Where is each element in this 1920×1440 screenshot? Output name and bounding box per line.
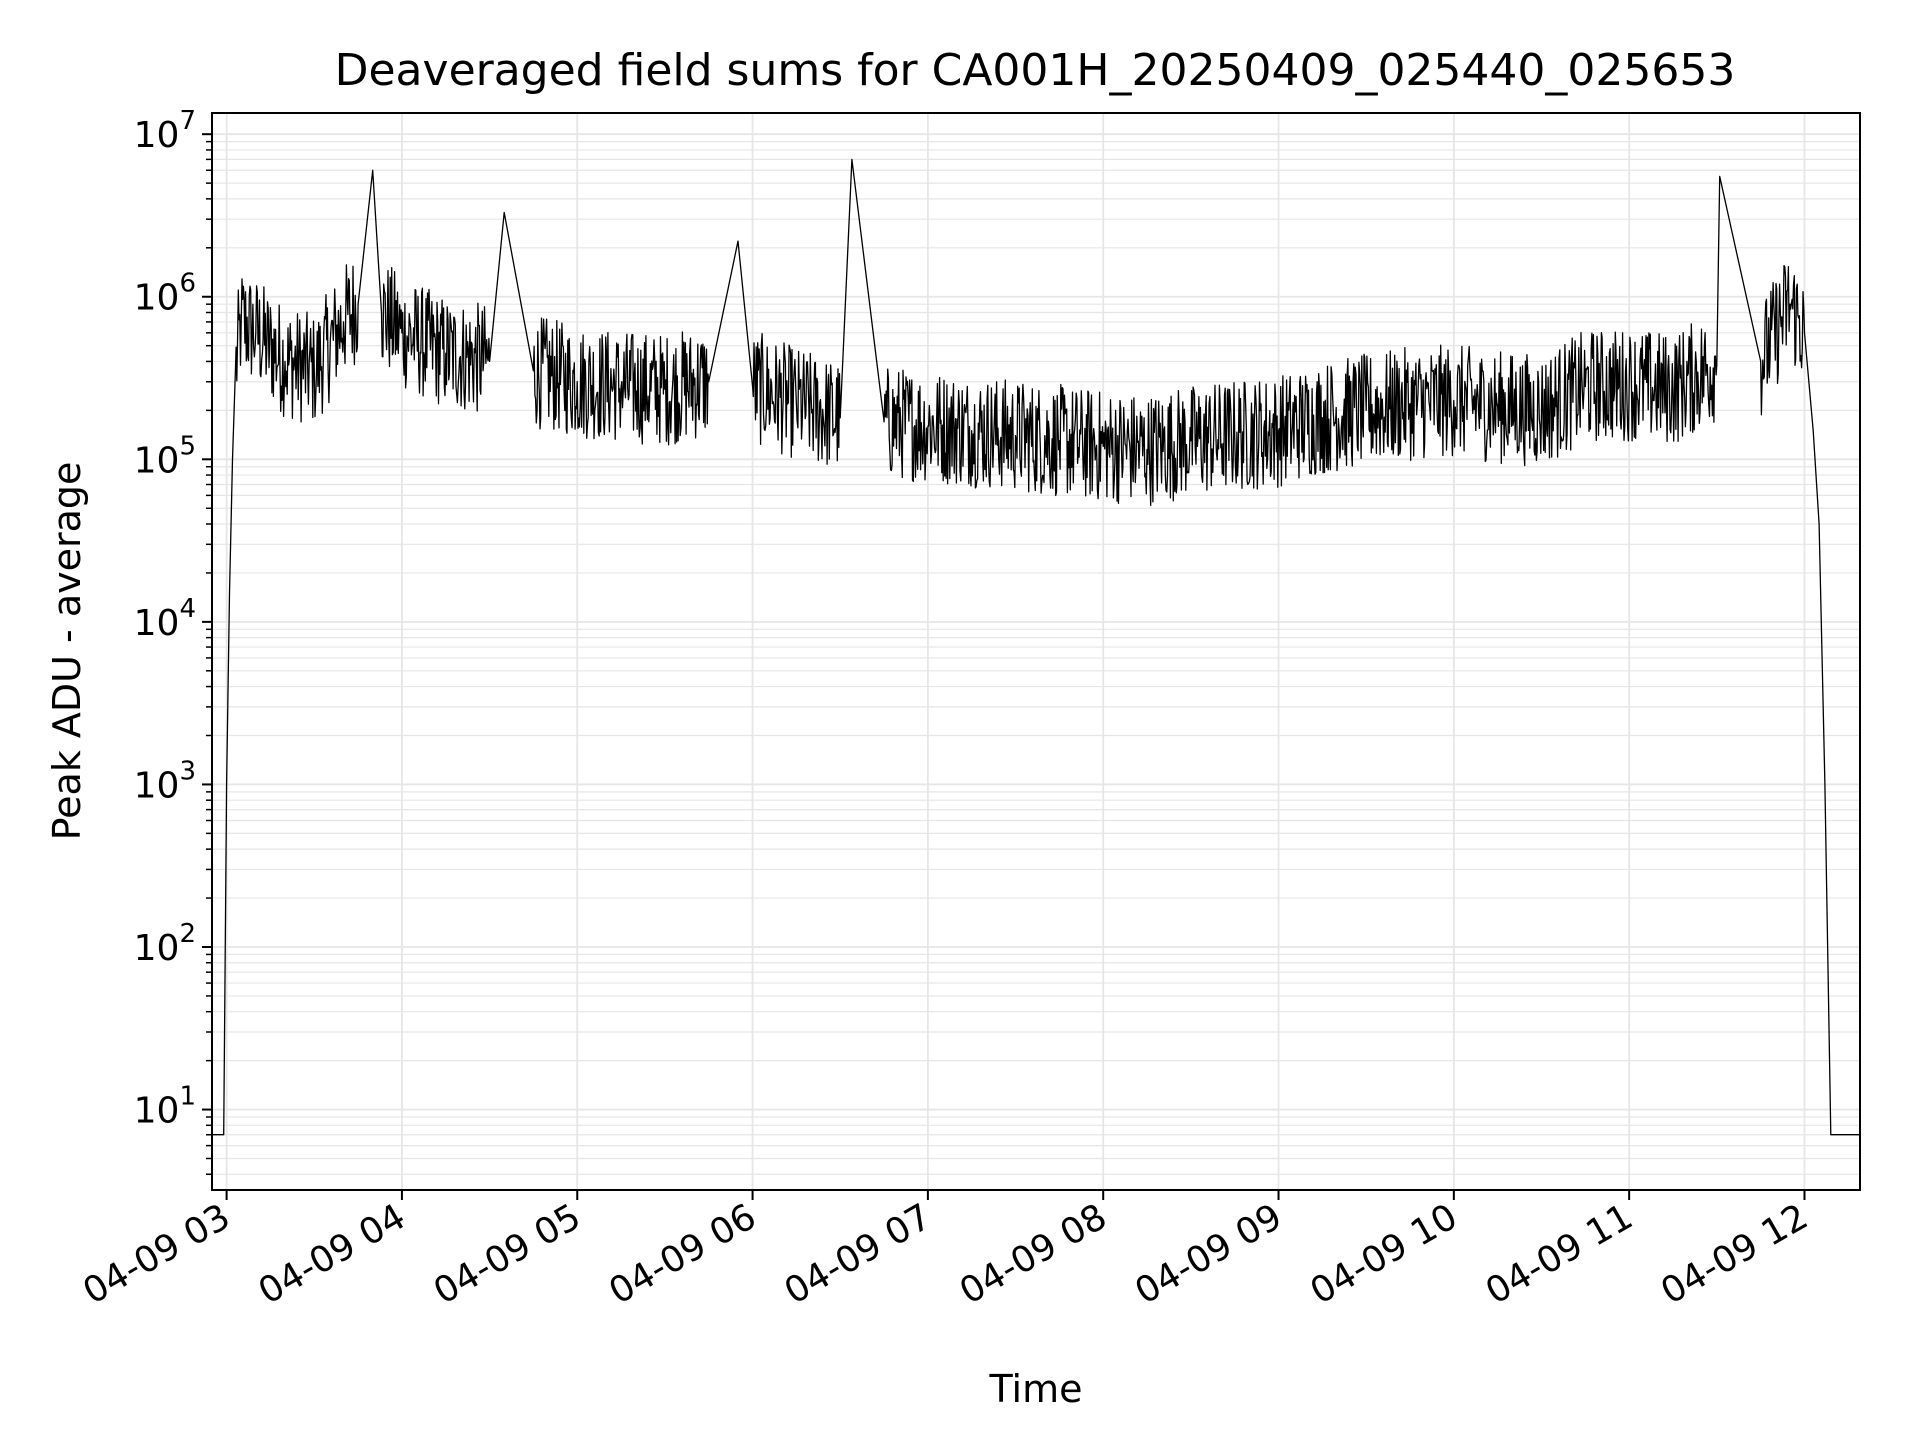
y-tick-exponent: 6	[179, 269, 196, 299]
y-tick-exponent: 4	[179, 594, 196, 624]
chart-title: Deaveraged field sums for CA001H_2025040…	[335, 45, 1736, 96]
series-layer	[212, 158, 1860, 1136]
y-tick-exponent: 5	[179, 431, 196, 461]
y-axis-label: Peak ADU - average	[45, 462, 89, 841]
y-tick-label: 105	[134, 431, 196, 481]
y-tick-base: 10	[134, 115, 180, 156]
y-tick-exponent: 1	[179, 1082, 196, 1112]
y-tick-label: 102	[134, 919, 196, 969]
y-tick-label: 104	[134, 594, 196, 644]
y-tick-base: 10	[134, 440, 180, 481]
y-tick-label: 101	[134, 1082, 196, 1132]
y-tick-base: 10	[134, 928, 180, 969]
y-tick-base: 10	[134, 1091, 180, 1132]
y-tick-exponent: 7	[179, 106, 196, 136]
y-tick-exponent: 2	[179, 919, 196, 949]
plot-area-frame	[211, 112, 1861, 1191]
x-axis-label: Time	[989, 1367, 1083, 1411]
y-tick-base: 10	[134, 765, 180, 806]
grid	[212, 113, 1860, 1190]
y-tick-base: 10	[134, 603, 180, 644]
y-tick-exponent: 3	[179, 756, 196, 786]
y-tick-label: 106	[134, 269, 196, 319]
y-tick-label: 107	[134, 106, 196, 156]
y-tick-label: 103	[134, 756, 196, 806]
series-line	[212, 158, 1860, 1136]
y-tick-base: 10	[134, 278, 180, 319]
